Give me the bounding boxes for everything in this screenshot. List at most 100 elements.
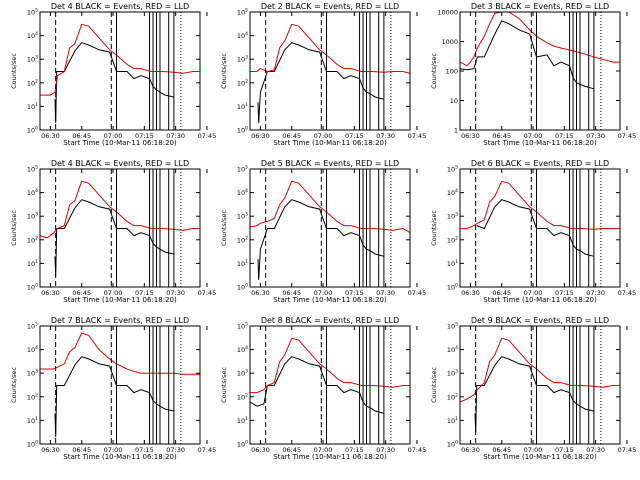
y-tick-label: 101 <box>237 102 248 111</box>
x-tick-label: 07:00 <box>524 289 543 297</box>
y-axis-label: Counts/sec <box>220 210 228 246</box>
x-tick-label: 07:30 <box>166 289 185 297</box>
y-tick-label: 102 <box>27 78 38 87</box>
chart-panel-5: Det 5 BLACK = Events, RED = LLD 100 101 102… <box>220 159 426 304</box>
x-axis-label: Start Time (10-Mar-11 06:18:20) <box>483 296 597 304</box>
x-tick-label: 06:30 <box>461 446 480 454</box>
x-tick-label: 07:45 <box>408 132 427 140</box>
y-axis-label: Counts/sec <box>10 210 18 246</box>
x-tick-label: 07:45 <box>618 132 637 140</box>
x-tick-label: 07:00 <box>524 132 543 140</box>
y-tick-label: 101 <box>27 259 38 268</box>
chart-title: Det 2 BLACK = Events, RED = LLD <box>261 2 399 11</box>
x-tick-label: 06:30 <box>251 132 270 140</box>
plot-frame <box>39 11 201 131</box>
x-tick-label: 07:15 <box>345 446 364 454</box>
chart-title: Det 9 BLACK = Events, RED = LLD <box>471 316 609 325</box>
lld-series-line <box>459 11 620 67</box>
x-tick-label: 07:00 <box>104 446 123 454</box>
x-tick-label: 06:45 <box>282 289 301 297</box>
x-tick-label: 07:15 <box>135 289 154 297</box>
y-axis-label: Counts/sec <box>10 367 18 403</box>
y-tick-label: 1000 <box>441 38 458 46</box>
x-tick-label: 07:00 <box>314 289 333 297</box>
y-tick-label: 102 <box>447 235 458 244</box>
x-tick-label: 07:15 <box>135 446 154 454</box>
y-axis-label: Counts/sec <box>220 367 228 403</box>
x-tick-label: 07:30 <box>166 446 185 454</box>
x-tick-label: 07:15 <box>555 289 574 297</box>
lld-series-line <box>40 23 200 96</box>
x-tick-label: 06:45 <box>492 446 511 454</box>
y-tick-label: 100 <box>447 440 458 449</box>
x-tick-label: 06:30 <box>461 289 480 297</box>
y-tick-label: 101 <box>447 259 458 268</box>
y-tick-label: 100 <box>27 440 38 449</box>
y-tick-label: 103 <box>237 55 248 64</box>
y-axis-label: Counts/sec <box>10 53 18 89</box>
x-tick-label: 07:45 <box>198 132 217 140</box>
chart-panel-9: Det 9 BLACK = Events, RED = LLD 100 101 102… <box>430 316 636 461</box>
events-series-line <box>476 199 595 257</box>
y-tick-label: 105 <box>27 322 38 331</box>
y-tick-label: 104 <box>27 31 38 40</box>
x-tick-label: 07:45 <box>408 289 427 297</box>
x-tick-label: 06:45 <box>492 289 511 297</box>
chart-panel-8: Det 8 BLACK = Events, RED = LLD 100 101 102… <box>220 316 426 461</box>
x-tick-label: 06:45 <box>282 132 301 140</box>
y-tick-label: 104 <box>237 188 248 197</box>
x-tick-label: 07:15 <box>135 132 154 140</box>
x-tick-label: 07:45 <box>408 446 427 454</box>
y-tick-label: 103 <box>237 212 248 221</box>
x-tick-label: 07:30 <box>166 132 185 140</box>
x-axis-label: Start Time (10-Mar-11 06:18:20) <box>63 453 177 461</box>
y-tick-label: 102 <box>237 392 248 401</box>
plot-frame <box>39 168 201 288</box>
y-tick-label: 104 <box>447 345 458 354</box>
x-tick-label: 06:45 <box>72 446 91 454</box>
lld-series-line <box>459 337 620 403</box>
x-tick-label: 07:00 <box>314 446 333 454</box>
y-tick-label: 104 <box>237 31 248 40</box>
x-tick-label: 07:30 <box>586 289 605 297</box>
y-tick-label: 105 <box>237 322 248 331</box>
chart-panel-6: Det 6 BLACK = Events, RED = LLD 100 101 102… <box>430 159 636 304</box>
y-tick-label: 101 <box>27 416 38 425</box>
x-tick-label: 07:00 <box>314 132 333 140</box>
x-tick-label: 07:00 <box>104 289 123 297</box>
y-tick-label: 101 <box>27 102 38 111</box>
x-tick-label: 06:45 <box>492 132 511 140</box>
y-tick-label: 100 <box>27 283 38 292</box>
lld-series-line <box>249 180 411 234</box>
x-axis-label: Start Time (10-Mar-11 06:18:20) <box>273 296 387 304</box>
chart-title: Det 6 BLACK = Events, RED = LLD <box>471 159 609 168</box>
y-tick-label: 103 <box>27 55 38 64</box>
y-tick-label: 103 <box>27 369 38 378</box>
x-tick-label: 07:15 <box>555 132 574 140</box>
x-tick-label: 07:15 <box>345 132 364 140</box>
x-axis-label: Start Time (10-Mar-11 06:18:20) <box>63 296 177 304</box>
lld-series-line <box>40 332 200 375</box>
x-tick-label: 06:45 <box>282 446 301 454</box>
plot-frame <box>249 11 411 131</box>
x-tick-label: 07:15 <box>555 446 574 454</box>
chart-panel-4: Det 4 BLACK = Events, RED = LLD 100 101 102… <box>10 159 216 304</box>
plot-frame <box>39 325 201 445</box>
lld-series-line <box>460 180 620 230</box>
y-tick-label: 105 <box>27 8 38 17</box>
chart-panel-7: Det 7 BLACK = Events, RED = LLD 100 101 102… <box>10 316 216 461</box>
chart-title: Det 4 BLACK = Events, RED = LLD <box>51 2 189 11</box>
y-tick-label: 102 <box>237 235 248 244</box>
y-tick-label: 104 <box>237 345 248 354</box>
x-tick-label: 07:30 <box>586 446 605 454</box>
y-tick-label: 104 <box>447 188 458 197</box>
x-tick-label: 06:30 <box>41 289 60 297</box>
plot-frame <box>459 168 621 288</box>
x-axis-label: Start Time (10-Mar-11 06:18:20) <box>273 139 387 147</box>
y-tick-label: 103 <box>27 212 38 221</box>
chart-title: Det 3 BLACK = Events, RED = LLD <box>471 2 609 11</box>
lld-series-line <box>250 23 411 74</box>
y-tick-label: 100 <box>446 68 458 76</box>
y-tick-label: 1 <box>454 127 458 135</box>
